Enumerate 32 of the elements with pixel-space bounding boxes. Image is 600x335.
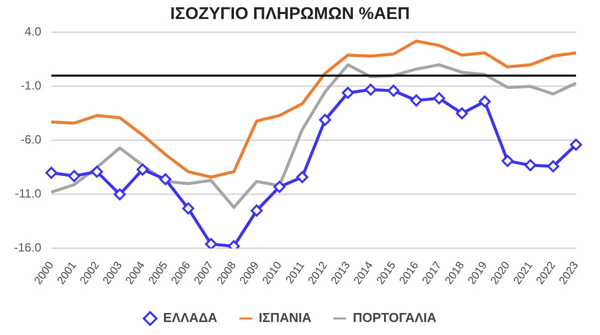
point [296,171,308,184]
point [136,164,149,176]
point [502,154,514,167]
point [159,173,172,186]
legend-label: ΙΣΠΑΝΙΑ [258,310,312,326]
point [273,180,286,193]
point [524,159,536,172]
y-tick-label: -1.0 [20,78,42,93]
point [319,114,332,126]
point [90,166,103,178]
point [205,238,218,248]
point [570,138,582,151]
y-tick-label: -6.0 [20,132,42,147]
point [478,96,491,108]
point [433,92,446,104]
point [45,166,58,179]
point [68,170,80,182]
point [388,84,400,97]
point [456,107,468,120]
y-tick-label: -11.0 [14,186,42,201]
legend-label: ΕΛΛΑΔΑ [163,310,218,326]
point [410,94,422,106]
point [250,204,263,217]
point [547,160,560,172]
y-tick-label: -16.0 [14,240,42,255]
point [342,86,354,99]
point [114,188,126,200]
chart-title: ΙΣΟΖΥΓΙΟ ΠΛΗΡΩΜΩΝ %ΑΕΠ [170,4,410,23]
legend-label: ΠΟΡΤΟΓΑΛΙΑ [352,310,437,326]
point [182,202,194,214]
point [364,84,377,96]
y-tick-label: 4.0 [24,24,42,39]
